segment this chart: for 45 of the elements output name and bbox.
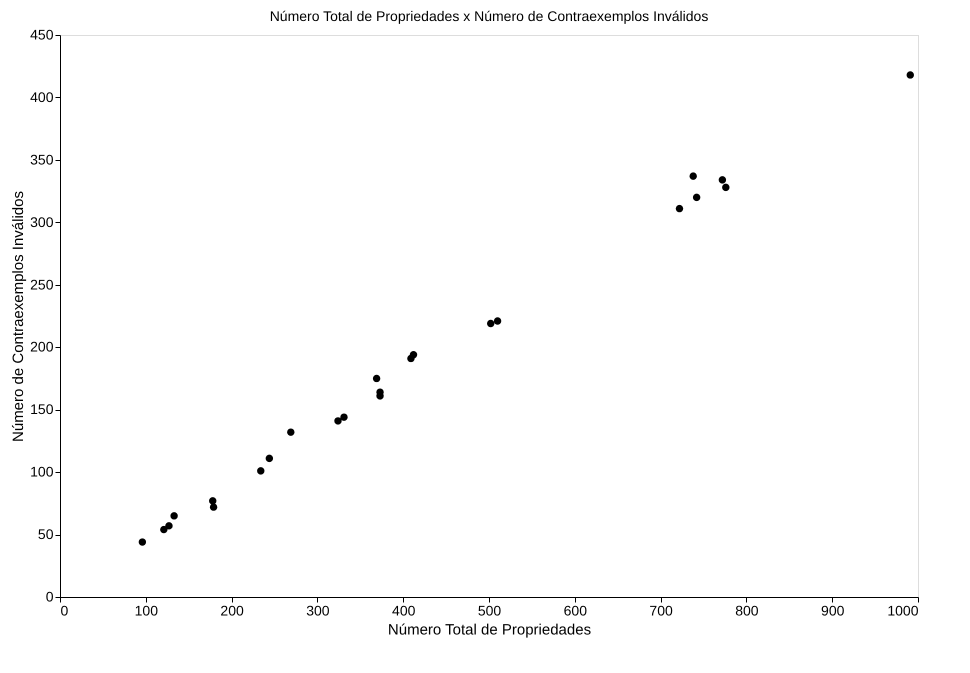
point [266,454,274,462]
x-tick-label: 0 [60,602,68,618]
point [718,176,726,184]
x-tick-label: 800 [735,602,759,618]
x-axis-title: Número Total de Propriedades [388,622,592,638]
point [689,172,697,180]
y-tick-label: 200 [30,338,54,355]
x-tick-label: 700 [649,602,673,618]
x-tick-label: 100 [134,602,158,618]
x-tick-label: 1000 [887,602,919,618]
point [487,320,494,328]
y-tick-label: 350 [30,151,54,168]
y-tick-label: 0 [46,588,54,604]
point [340,413,348,421]
y-tick-label: 450 [30,26,54,42]
point [676,204,684,212]
point [170,512,178,520]
x-tick-label: 200 [220,602,244,618]
point [138,538,146,546]
y-tick-label: 300 [30,214,54,230]
y-tick-label: 250 [30,276,54,292]
point [692,194,700,202]
y-tick-label: 50 [38,526,54,542]
point [372,374,380,382]
point [165,522,173,530]
x-tick-label: 300 [306,602,330,618]
point [160,526,168,534]
x-tick-label: 600 [564,602,588,618]
x-tick-label: 400 [392,602,416,618]
point [209,497,216,505]
x-tick-label: 500 [478,602,502,618]
y-axis-title: Número de Contraexemplos Inválidos [10,191,28,442]
point [334,417,342,425]
point [494,317,502,325]
point [257,467,264,475]
point [906,71,914,79]
point [722,184,730,192]
point [410,351,418,358]
y-tick-label: 400 [30,88,54,105]
chart-title: Número Total de Propriedades x Número de Contraexemplos Inválidos [270,8,708,24]
point [287,428,295,436]
point [210,503,218,511]
y-tick-label: 100 [30,464,54,480]
x-tick-label: 900 [821,602,845,618]
y-tick-label: 150 [30,401,54,418]
